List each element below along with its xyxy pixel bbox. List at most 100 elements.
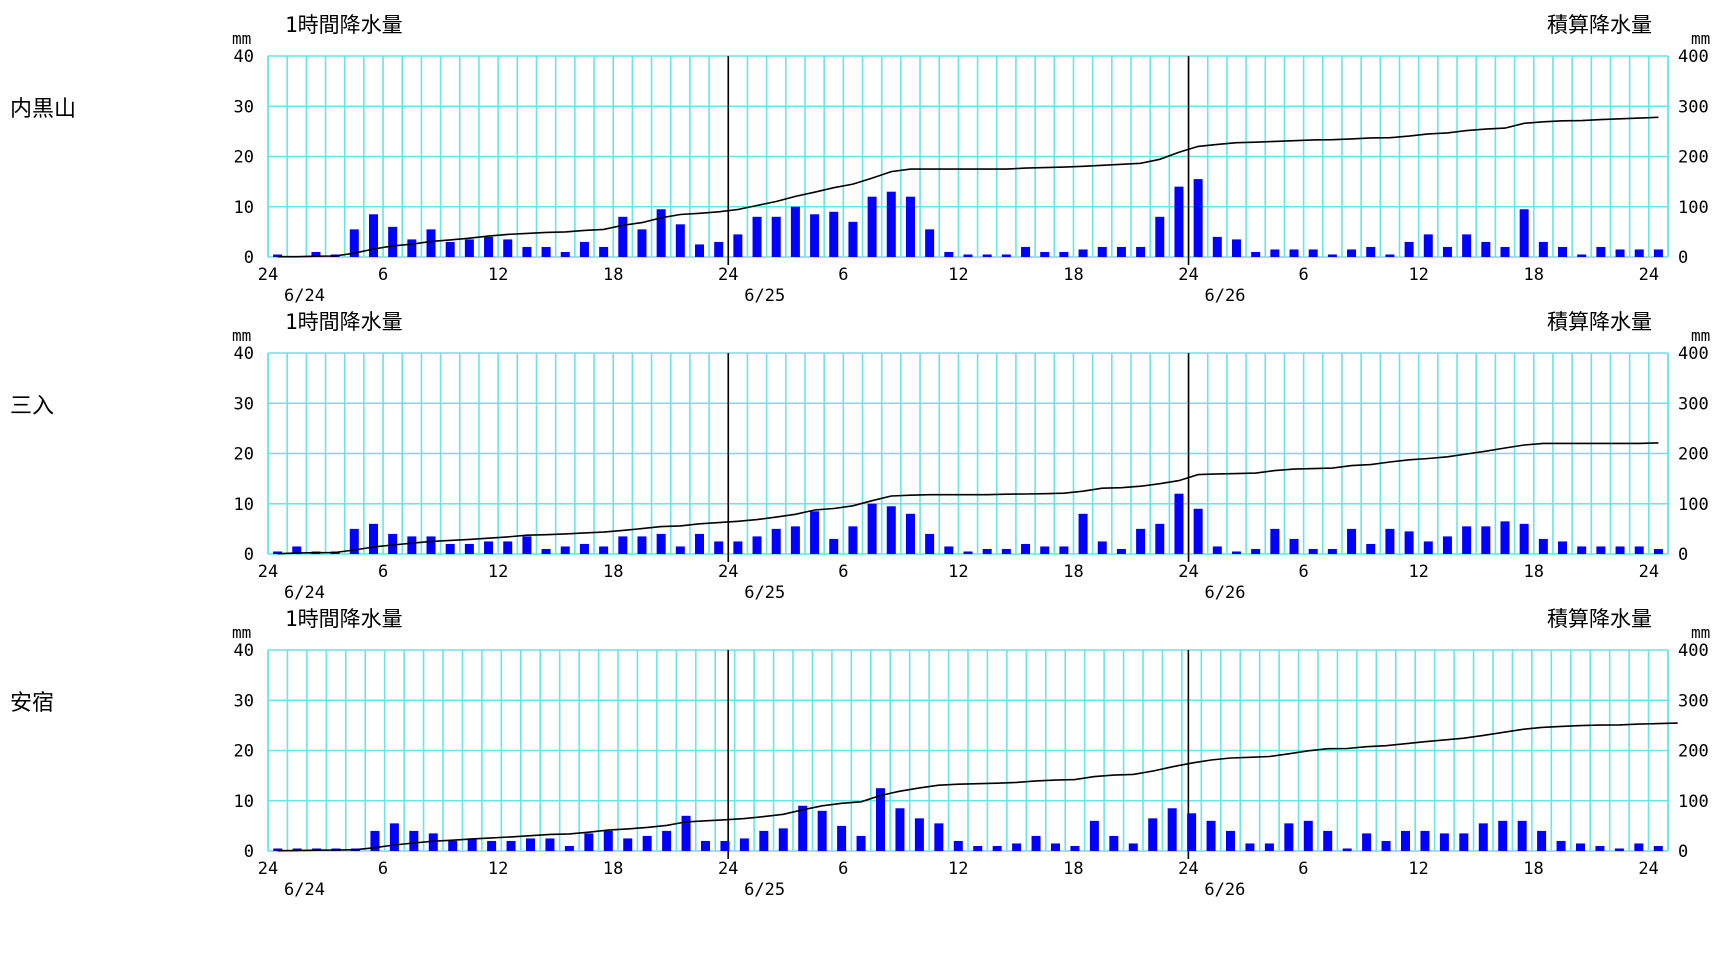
x-tick-label: 6 [378,562,388,582]
rain-bar [675,224,685,257]
rain-bar [1327,254,1337,257]
rain-bar [1251,251,1261,257]
rain-bar [1212,546,1222,554]
right-axis-title: 積算降水量 [1547,607,1652,631]
rain-bar [1136,528,1146,554]
rain-bar [560,251,570,257]
chart-panel-1: 内黒山 0 10 20 30 40 0 100 200 300 400 24 6 12 18 24 6 12 18… [0,0,1717,320]
rain-bar [886,506,896,554]
rain-bar [1404,531,1414,554]
rain-bar [1423,541,1433,554]
rain-bar [1001,548,1011,554]
left-axis-title: 1時間降水量 [285,310,403,334]
rain-bar [273,254,283,257]
rain-bar [1109,835,1119,851]
rain-bar [503,239,513,257]
rain-bar [464,543,474,554]
y-right-tick-label: 0 [1678,248,1688,268]
rain-bar [1401,830,1410,851]
rain-bar [1051,843,1060,851]
x-tick-label: 18 [1523,859,1543,879]
y-left-tick-label: 40 [234,47,254,67]
x-tick-label: 12 [1408,562,1428,582]
rain-bar [1097,541,1107,554]
rain-bar [560,546,570,554]
rain-bar [1136,246,1146,257]
rain-bar [1078,513,1088,554]
y-right-unit-label: mm [1691,29,1710,48]
rain-bar [714,241,724,257]
rain-bar [484,541,494,554]
rain-bar [1596,546,1606,554]
rain-bar [1323,830,1333,851]
rain-bar [944,546,954,554]
rain-bar [1193,508,1203,554]
y-right-tick-label: 100 [1678,792,1709,812]
rain-bar [311,251,321,257]
x-tick-label: 12 [488,859,508,879]
rain-bar [603,830,613,851]
rain-bar [1653,845,1663,851]
y-left-tick-label: 30 [234,691,254,711]
rain-bar [1558,541,1568,554]
rain-bar [407,536,417,554]
y-left-tick-label: 30 [234,394,254,414]
rain-bar [925,229,935,257]
rain-bar [1021,246,1031,257]
rain-bar [579,543,589,554]
y-right-tick-label: 100 [1678,198,1709,218]
rain-bar [695,244,705,257]
rain-bar [1097,246,1107,257]
rain-bar [642,835,652,851]
x-tick-label: 6 [378,265,388,285]
rain-bar [484,236,494,257]
rain-bar [905,513,915,554]
date-label: 6/24 [284,583,325,603]
rain-bar [1231,239,1241,257]
rain-bar [445,543,455,554]
rain-bar [1040,251,1050,257]
rain-bar [886,191,896,257]
rain-bar [1442,246,1452,257]
x-tick-label: 6 [838,562,848,582]
rain-bar [1212,236,1222,257]
x-tick-label: 12 [1408,859,1428,879]
x-tick-label: 24 [718,859,738,879]
date-label: 6/25 [744,286,785,306]
x-tick-label: 6 [1298,859,1308,879]
rain-bar [467,838,477,851]
y-right-tick-label: 200 [1678,148,1709,168]
rain-bar [790,206,800,257]
y-right-tick-label: 400 [1678,344,1709,364]
rain-bar [953,840,963,851]
rain-bar [1577,254,1587,257]
rain-bar [1481,526,1491,554]
rain-bar [349,229,359,257]
rain-bar [541,548,551,554]
date-label: 6/26 [1205,286,1246,306]
rain-bar [914,818,924,851]
rain-bar [1634,249,1644,257]
rain-bar [545,838,555,851]
rain-bar [944,251,954,257]
rain-bar [370,830,380,851]
y-left-tick-label: 0 [244,545,254,565]
rain-bar [273,848,283,851]
date-label: 6/25 [744,583,785,603]
rain-bar [637,229,647,257]
x-tick-label: 12 [948,562,968,582]
rain-bar [1577,546,1587,554]
rain-bar [506,840,516,851]
y-right-tick-label: 200 [1678,742,1709,762]
rain-bar [579,241,589,257]
rain-bar [1187,813,1197,851]
rain-bar [1653,249,1663,257]
rain-bar [1538,538,1548,554]
rain-bar [1174,186,1184,257]
x-tick-label: 6 [838,859,848,879]
y-right-tick-label: 400 [1678,641,1709,661]
x-tick-label: 24 [258,859,278,879]
y-left-tick-label: 10 [234,495,254,515]
rain-bar [1498,820,1508,851]
